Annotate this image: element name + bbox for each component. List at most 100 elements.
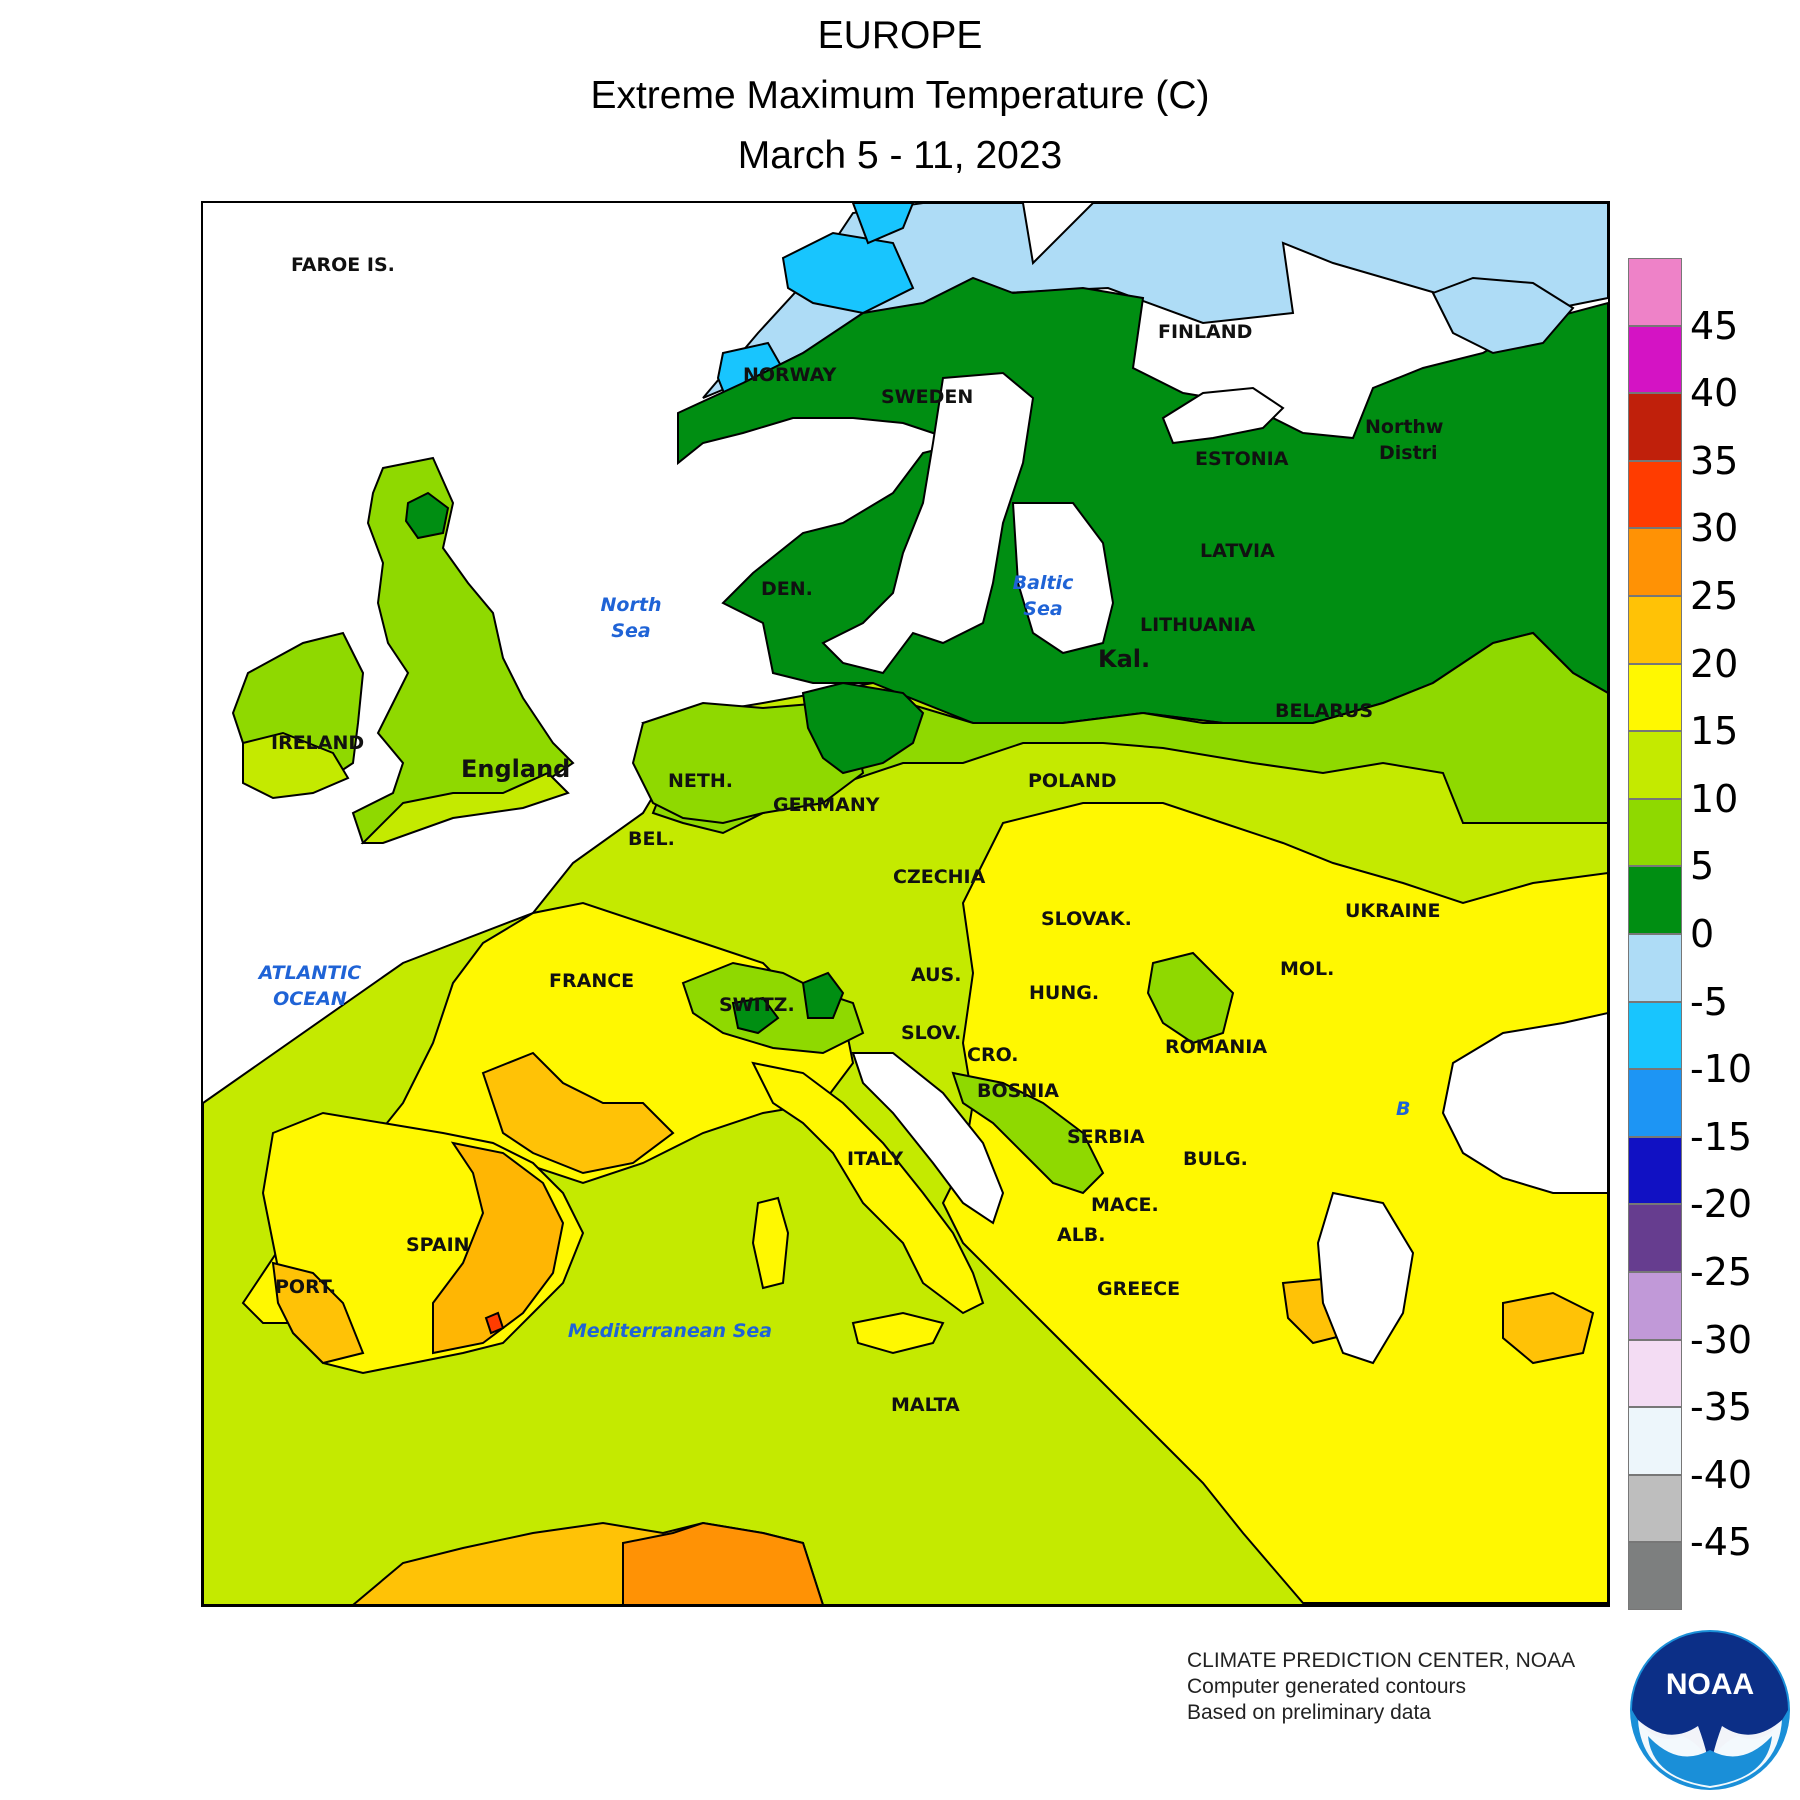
legend-swatch bbox=[1628, 934, 1682, 1002]
legend-tick-label: 0 bbox=[1690, 912, 1715, 956]
legend-swatch bbox=[1628, 731, 1682, 799]
legend-colorbar bbox=[1628, 258, 1684, 1610]
region-spain-hot bbox=[484, 1311, 505, 1335]
legend-swatch bbox=[1628, 1542, 1682, 1610]
black-sea-water bbox=[1441, 1011, 1608, 1194]
label-austria: AUS. bbox=[911, 964, 961, 986]
legend-swatch bbox=[1628, 866, 1682, 934]
region-iberia-warm bbox=[432, 1141, 565, 1355]
legend-tick-label: -40 bbox=[1690, 1452, 1753, 1497]
label-norway: NORWAY bbox=[743, 364, 837, 386]
baltic-south-water bbox=[1011, 502, 1115, 655]
label-malta: MALTA bbox=[891, 1394, 960, 1416]
label-bulgaria: BULG. bbox=[1183, 1148, 1248, 1170]
legend-swatch bbox=[1628, 528, 1682, 596]
label-baltic-sea-1: Baltic bbox=[1013, 572, 1074, 594]
label-faroe: FAROE IS. bbox=[291, 254, 395, 276]
label-poland: POLAND bbox=[1028, 770, 1117, 792]
legend-tick-label: 10 bbox=[1690, 776, 1739, 821]
label-lithuania: LITHUANIA bbox=[1140, 614, 1256, 636]
legend-tick-label: 35 bbox=[1690, 438, 1739, 483]
region-alps-cold bbox=[731, 996, 780, 1035]
map-subtitle: Extreme Maximum Temperature (C) bbox=[590, 74, 1210, 117]
label-atlantic-1: ATLANTIC bbox=[257, 962, 362, 984]
label-mediterranean: Mediterranean Sea bbox=[568, 1320, 772, 1342]
label-albania: ALB. bbox=[1057, 1224, 1106, 1246]
label-serbia: SERBIA bbox=[1067, 1126, 1145, 1148]
label-ireland: IRELAND bbox=[271, 732, 364, 754]
legend-tick-label: 15 bbox=[1690, 709, 1739, 754]
noaa-logo-text: NOAA bbox=[1666, 1668, 1754, 1701]
legend-tick-label: 45 bbox=[1690, 303, 1739, 348]
label-germany: GERMANY bbox=[773, 794, 880, 816]
credit-line-2: Computer generated contours bbox=[1187, 1675, 1466, 1698]
legend-swatch bbox=[1628, 663, 1682, 732]
label-baltic-sea-2: Sea bbox=[1023, 598, 1062, 620]
legend-tick-label: 30 bbox=[1690, 506, 1739, 551]
region-northgermany-mild bbox=[801, 681, 925, 775]
region-scotland-mild bbox=[404, 491, 450, 540]
legend-tick-label: -30 bbox=[1690, 1317, 1753, 1362]
aegean-sea-water bbox=[1316, 1191, 1415, 1365]
region-balkan-mild bbox=[951, 1071, 1105, 1195]
region-yellow-east bbox=[941, 802, 1608, 1604]
label-switzerland: SWITZ. bbox=[719, 994, 795, 1016]
label-england: England bbox=[461, 755, 570, 783]
region-sicily bbox=[851, 1311, 945, 1355]
baltic-sea-water bbox=[821, 371, 1035, 675]
label-slovenia: SLOV. bbox=[901, 1022, 961, 1044]
label-moldova: MOL. bbox=[1280, 958, 1334, 980]
legend-swatch bbox=[1628, 1069, 1682, 1137]
label-latvia: LATVIA bbox=[1200, 540, 1275, 562]
region-italy bbox=[751, 1061, 985, 1315]
legend-swatch bbox=[1628, 1001, 1682, 1070]
map-date-range: March 5 - 11, 2023 bbox=[737, 134, 1063, 177]
legend-swatch bbox=[1628, 460, 1682, 529]
label-ukraine: UKRAINE bbox=[1345, 900, 1440, 922]
map-panel: FAROE IS. NORWAY SWEDEN FINLAND ESTONIA … bbox=[201, 201, 1610, 1607]
label-macedonia: MACE. bbox=[1091, 1194, 1159, 1216]
map-title: EUROPE bbox=[817, 14, 983, 57]
legend-swatch bbox=[1628, 1136, 1682, 1205]
label-kaliningrad: Kal. bbox=[1098, 645, 1150, 673]
credit-line-1: CLIMATE PREDICTION CENTER, NOAA bbox=[1187, 1649, 1576, 1672]
legend-tick-label: -5 bbox=[1690, 979, 1728, 1024]
credit-line-3: Based on preliminary data bbox=[1187, 1701, 1431, 1724]
label-north-sea-2: Sea bbox=[611, 620, 650, 642]
label-finland: FINLAND bbox=[1158, 321, 1252, 343]
legend-swatch bbox=[1628, 258, 1682, 326]
region-norway-very-cold bbox=[781, 231, 915, 315]
region-carpathian-mild bbox=[1146, 951, 1235, 1045]
label-estonia: ESTONIA bbox=[1195, 448, 1289, 470]
region-turkey-warm bbox=[1502, 1291, 1595, 1365]
legend-tick-label: 5 bbox=[1690, 844, 1715, 889]
region-portugal-warm bbox=[271, 1261, 365, 1365]
label-netherlands: NETH. bbox=[668, 770, 733, 792]
legend-tick-label: -20 bbox=[1690, 1182, 1753, 1227]
legend-swatch bbox=[1628, 1407, 1682, 1475]
legend-tick-label: -10 bbox=[1690, 1047, 1753, 1092]
legend-swatch bbox=[1628, 1474, 1682, 1543]
legend-swatch bbox=[1628, 325, 1682, 394]
legend-tick-label: -35 bbox=[1690, 1385, 1753, 1430]
label-hungary: HUNG. bbox=[1029, 982, 1099, 1004]
region-sardinia bbox=[751, 1196, 790, 1290]
legend-tick-label: 25 bbox=[1690, 574, 1739, 618]
label-romania: ROMANIA bbox=[1165, 1036, 1267, 1058]
region-north-africa-hot bbox=[622, 1521, 825, 1605]
region-france-south-warm bbox=[481, 1051, 675, 1175]
legend-swatch bbox=[1628, 1272, 1682, 1340]
label-france: FRANCE bbox=[549, 970, 634, 992]
label-spain: SPAIN bbox=[406, 1234, 470, 1256]
region-england-warm-south bbox=[360, 771, 570, 844]
label-northwest-1: Northw bbox=[1365, 416, 1444, 438]
legend-swatch bbox=[1628, 596, 1682, 664]
label-atlantic-2: OCEAN bbox=[273, 988, 347, 1010]
adriatic-sea-water bbox=[851, 1052, 1005, 1225]
label-sweden: SWEDEN bbox=[881, 386, 973, 408]
region-ireland-warm bbox=[242, 731, 350, 800]
legend-swatch bbox=[1628, 393, 1682, 461]
legend-swatch bbox=[1628, 1204, 1682, 1272]
label-slovakia: SLOVAK. bbox=[1041, 908, 1132, 930]
region-finland-cold-upper bbox=[1431, 276, 1575, 355]
